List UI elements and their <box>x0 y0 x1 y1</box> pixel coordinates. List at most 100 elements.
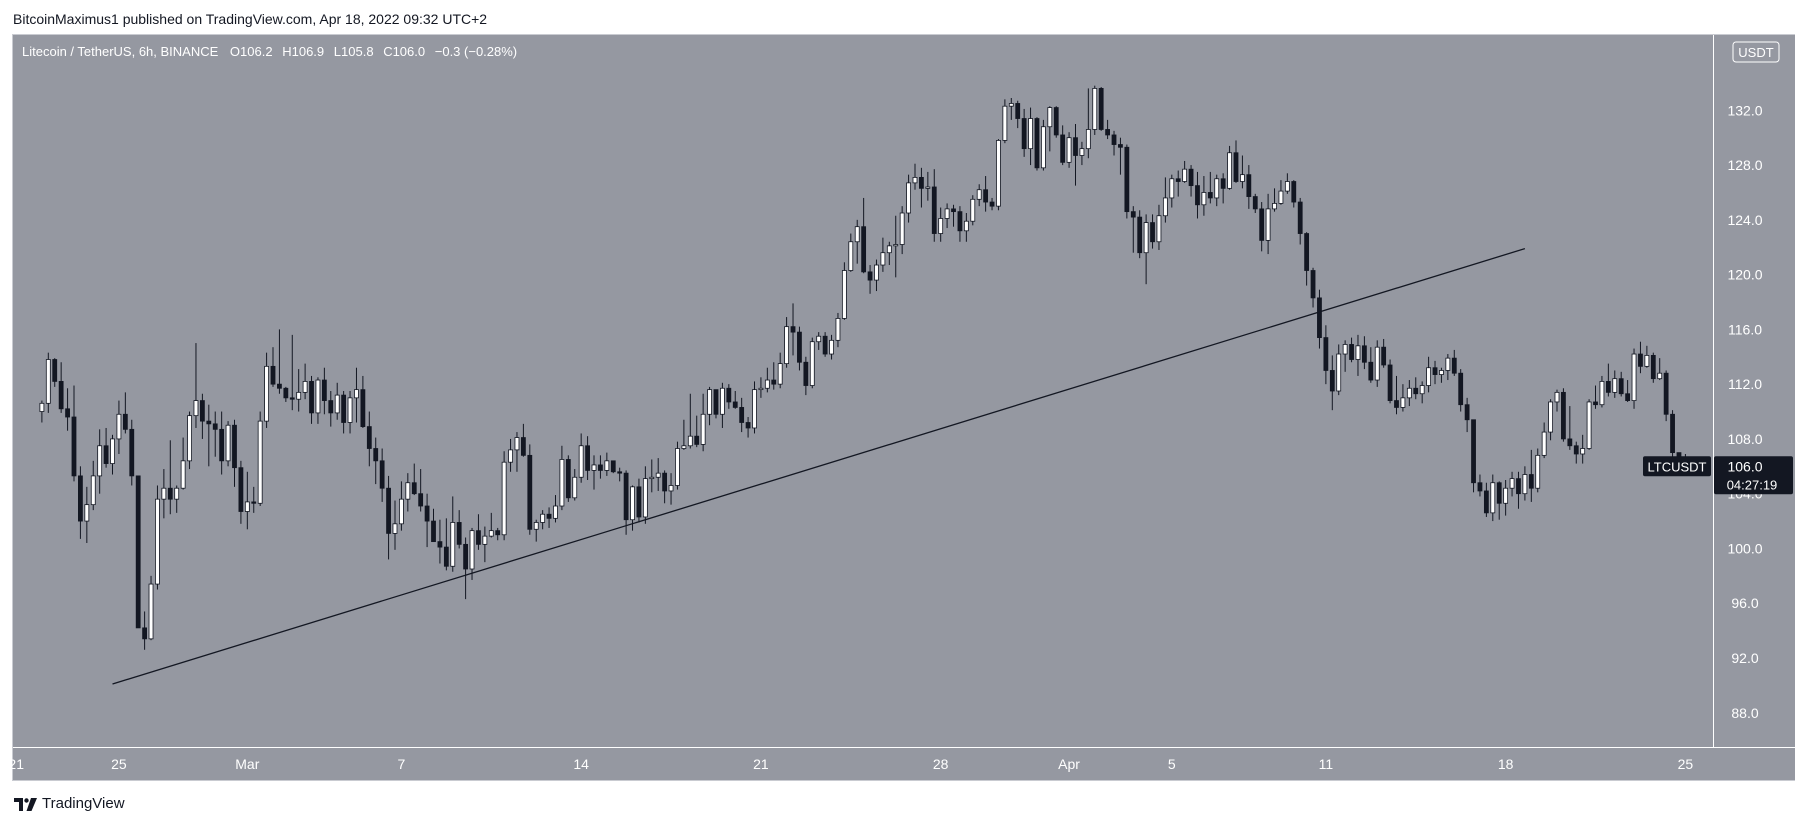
candle-up[interactable] <box>604 460 610 471</box>
candle-up[interactable] <box>1008 103 1014 107</box>
candle-down[interactable] <box>386 487 391 534</box>
candle-up[interactable] <box>1445 357 1451 371</box>
candle-up[interactable] <box>482 535 488 545</box>
candle-up[interactable] <box>469 530 475 570</box>
candle-up[interactable] <box>578 445 584 478</box>
candle-up[interactable] <box>110 438 115 464</box>
candle-down[interactable] <box>1638 353 1643 367</box>
candle-up[interactable] <box>1336 353 1342 392</box>
candle-up[interactable] <box>1156 215 1162 243</box>
candle-down[interactable] <box>1451 357 1457 374</box>
candle-up[interactable] <box>841 270 847 319</box>
candle-up[interactable] <box>1066 137 1072 163</box>
candle-up[interactable] <box>174 487 180 500</box>
candle-up[interactable] <box>1631 353 1637 401</box>
candle-up[interactable] <box>784 326 790 365</box>
candle-up[interactable] <box>970 198 976 222</box>
candle-up[interactable] <box>1143 222 1149 254</box>
candle-down[interactable] <box>623 472 629 521</box>
candle-down[interactable] <box>379 460 385 489</box>
candle-up[interactable] <box>148 583 154 640</box>
candle-down[interactable] <box>822 335 828 355</box>
candle-up[interactable] <box>155 498 160 585</box>
candle-down[interactable] <box>167 487 173 500</box>
candle-down[interactable] <box>321 379 327 401</box>
candle-down[interactable] <box>1034 118 1040 169</box>
candle-down[interactable] <box>1496 482 1502 504</box>
candle-down[interactable] <box>212 423 218 430</box>
candle-up[interactable] <box>193 400 199 417</box>
candle-down[interactable] <box>1073 137 1078 156</box>
candle-up[interactable] <box>938 218 944 234</box>
candle-up[interactable] <box>540 513 546 523</box>
candle-up[interactable] <box>630 486 635 521</box>
candle-down[interactable] <box>745 422 751 429</box>
candle-down[interactable] <box>1663 372 1669 415</box>
candle-down[interactable] <box>1137 216 1143 254</box>
candle-down[interactable] <box>1220 178 1226 189</box>
candle-down[interactable] <box>1458 372 1464 406</box>
time-axis[interactable] <box>13 747 1795 780</box>
candle-up[interactable] <box>912 176 918 184</box>
candle-down[interactable] <box>1175 178 1181 182</box>
candle-down[interactable] <box>989 201 995 207</box>
candle-up[interactable] <box>1240 174 1245 182</box>
candle-down[interactable] <box>732 401 738 408</box>
candle-up[interactable] <box>1374 346 1380 381</box>
trendline[interactable] <box>112 247 1526 685</box>
candle-down[interactable] <box>206 420 212 425</box>
candle-down[interactable] <box>1252 196 1258 210</box>
candle-down[interactable] <box>103 445 109 464</box>
candle-down[interactable] <box>1233 152 1239 182</box>
candle-up[interactable] <box>1085 129 1091 150</box>
candle-up[interactable] <box>1580 448 1586 455</box>
candle-down[interactable] <box>71 416 77 477</box>
candle-down[interactable] <box>1561 391 1566 440</box>
candle-up[interactable] <box>347 397 353 423</box>
candle-up[interactable] <box>1522 474 1528 495</box>
candle-down[interactable] <box>1053 107 1059 136</box>
candle-down[interactable] <box>456 522 462 545</box>
candle-down[interactable] <box>1394 400 1399 408</box>
candle-down[interactable] <box>1618 378 1624 395</box>
candle-up[interactable] <box>559 459 565 507</box>
candle-down[interactable] <box>520 437 526 456</box>
candle-up[interactable] <box>668 485 674 492</box>
candle-up[interactable] <box>1169 178 1175 199</box>
candle-up[interactable] <box>720 387 725 415</box>
candle-down[interactable] <box>418 493 424 507</box>
candle-up[interactable] <box>1162 197 1168 217</box>
candle-down[interactable] <box>1432 367 1438 375</box>
candle-down[interactable] <box>861 226 867 273</box>
candle-down[interactable] <box>1567 438 1573 447</box>
candle-up[interactable] <box>1503 487 1509 504</box>
candle-up[interactable] <box>39 402 45 412</box>
candle-down[interactable] <box>951 208 956 213</box>
candle-down[interactable] <box>142 627 148 640</box>
candle-down[interactable] <box>1259 208 1265 241</box>
candle-up[interactable] <box>1214 178 1220 199</box>
candle-down[interactable] <box>1150 222 1155 243</box>
candle-down[interactable] <box>232 424 237 469</box>
candle-down[interactable] <box>1098 88 1104 130</box>
candle-up[interactable] <box>161 487 167 500</box>
candle-down[interactable] <box>341 394 347 423</box>
candle-down[interactable] <box>1650 354 1656 380</box>
candle-down[interactable] <box>790 326 796 333</box>
candle-up[interactable] <box>829 339 834 355</box>
candle-down[interactable] <box>277 383 282 389</box>
candle-up[interactable] <box>1041 126 1046 169</box>
candle-up[interactable] <box>405 482 411 500</box>
candle-down[interactable] <box>437 541 443 548</box>
candle-up[interactable] <box>1342 344 1348 355</box>
candle-up[interactable] <box>1535 454 1541 489</box>
candle-down[interactable] <box>598 464 603 471</box>
candle-up[interactable] <box>1002 105 1008 141</box>
candle-up[interactable] <box>315 379 321 414</box>
candle-up[interactable] <box>1079 148 1085 156</box>
candle-up[interactable] <box>508 449 513 463</box>
candle-up[interactable] <box>501 461 507 536</box>
candle-up[interactable] <box>1201 192 1207 206</box>
candle-up[interactable] <box>700 413 706 445</box>
